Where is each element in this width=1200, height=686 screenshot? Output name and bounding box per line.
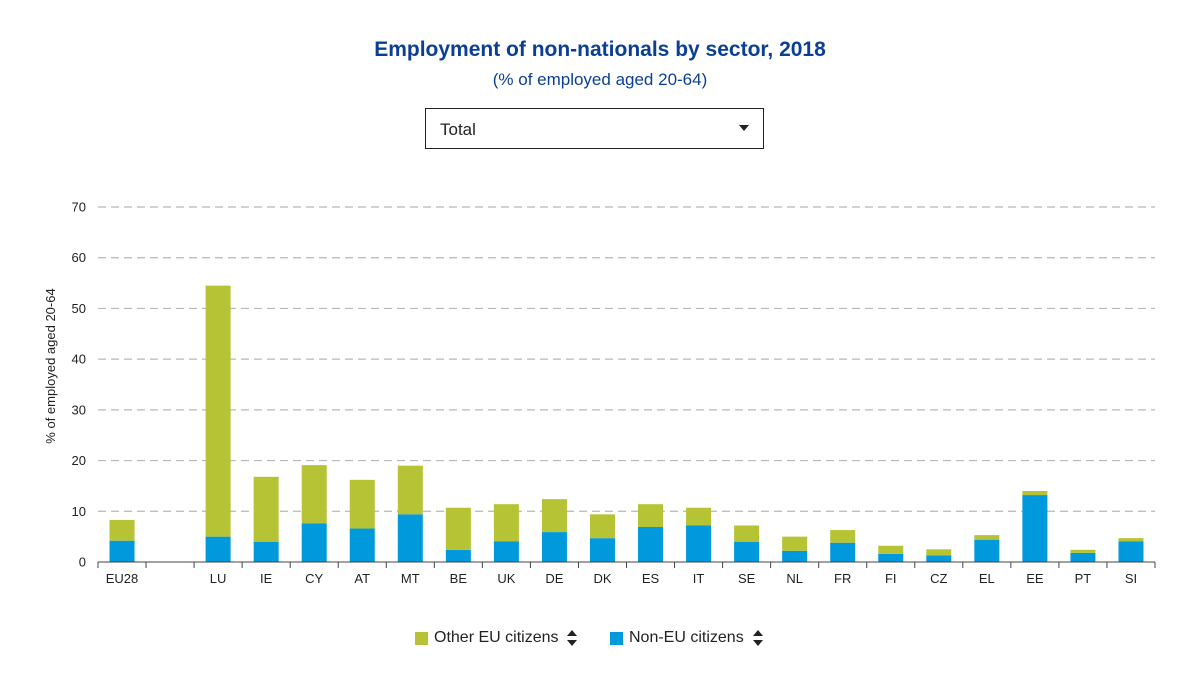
- legend-item-non-eu[interactable]: Non-EU citizens: [610, 626, 764, 650]
- bar-segment[interactable]: [878, 545, 904, 554]
- x-axis: EU28 LU IE CY AT MT BE UK DE DK ES IT SE NL FR FI CZ EL EE…: [97, 561, 1156, 586]
- sector-select-value: Total: [440, 120, 476, 139]
- bar-segment[interactable]: [686, 525, 712, 562]
- x-tick-label: CY: [305, 571, 323, 586]
- y-tick-label: 30: [72, 402, 86, 417]
- bar-segment[interactable]: [541, 532, 567, 562]
- bar-segment[interactable]: [782, 536, 808, 551]
- legend-swatch-non-eu: [610, 631, 623, 645]
- bar-segment[interactable]: [205, 285, 231, 537]
- x-tick-label: SI: [1125, 571, 1137, 586]
- stacked-bar-chart: 0 10 20 30 40 50 60 70 % of employed aged 20-64…: [43, 200, 1156, 586]
- x-tick-label: IT: [693, 571, 705, 586]
- gridlines: [98, 206, 1155, 512]
- bar-segment[interactable]: [1118, 541, 1144, 562]
- x-tick-label: SE: [738, 571, 756, 586]
- sector-select[interactable]: Total: [425, 108, 764, 149]
- legend: Other EU citizens Non-EU citizens: [0, 626, 1200, 650]
- bar-segment[interactable]: [878, 553, 904, 562]
- bar-segment[interactable]: [782, 550, 808, 562]
- bar-segment[interactable]: [830, 530, 856, 543]
- bar-segment[interactable]: [589, 514, 615, 539]
- x-tick-label: CZ: [930, 571, 947, 586]
- bar-segment[interactable]: [589, 538, 615, 562]
- bar-segment[interactable]: [301, 523, 327, 562]
- x-tick-label: NL: [786, 571, 803, 586]
- x-tick-label: IE: [260, 571, 273, 586]
- bar-segment[interactable]: [445, 549, 471, 562]
- y-tick-label: 40: [72, 352, 86, 367]
- bar-segment[interactable]: [541, 499, 567, 533]
- bar-segment[interactable]: [1118, 538, 1144, 542]
- x-tick-label: UK: [497, 571, 515, 586]
- bar-segment[interactable]: [974, 539, 1000, 562]
- x-tick-label: MT: [401, 571, 420, 586]
- bar-segment[interactable]: [349, 528, 375, 562]
- y-axis: 0 10 20 30 40 50 60 70: [72, 200, 86, 570]
- x-tick-label: EL: [979, 571, 995, 586]
- x-tick-label: BE: [450, 571, 468, 586]
- chart-subtitle: (% of employed aged 20-64): [492, 70, 708, 89]
- bar-segment[interactable]: [734, 541, 760, 562]
- legend-item-other-eu[interactable]: Other EU citizens: [415, 626, 578, 650]
- bar-segment[interactable]: [686, 507, 712, 526]
- bar-segment[interactable]: [205, 536, 231, 562]
- bar-segment[interactable]: [734, 525, 760, 542]
- bar-segment[interactable]: [397, 514, 423, 562]
- x-tick-label: ES: [642, 571, 660, 586]
- bar-segment[interactable]: [301, 465, 327, 524]
- legend-label-non-eu: Non-EU citizens: [629, 629, 744, 646]
- legend-swatch-other-eu: [415, 631, 428, 645]
- bar-segment[interactable]: [638, 527, 664, 562]
- x-tick-label: LU: [210, 571, 227, 586]
- bar-segment[interactable]: [638, 504, 664, 528]
- x-tick-label: FR: [834, 571, 851, 586]
- legend-label-other-eu: Other EU citizens: [434, 629, 559, 646]
- bar-segment[interactable]: [1022, 491, 1048, 496]
- x-tick-label: AT: [354, 571, 370, 586]
- y-tick-label: 70: [72, 200, 86, 215]
- bar-segment[interactable]: [1070, 549, 1096, 553]
- bars: [109, 285, 1144, 562]
- bar-segment[interactable]: [926, 555, 952, 562]
- bar-segment[interactable]: [445, 507, 471, 550]
- bar-segment[interactable]: [397, 465, 423, 515]
- y-tick-label: 50: [72, 301, 86, 316]
- y-tick-label: 10: [72, 504, 86, 519]
- y-tick-label: 20: [72, 453, 86, 468]
- chart-title: Employment of non-nationals by sector, 2…: [374, 38, 826, 61]
- bar-segment[interactable]: [349, 479, 375, 529]
- bar-segment[interactable]: [109, 540, 135, 562]
- bar-segment[interactable]: [253, 476, 279, 542]
- sort-icon[interactable]: [752, 628, 764, 648]
- bar-segment[interactable]: [109, 519, 135, 541]
- bar-segment[interactable]: [253, 541, 279, 562]
- x-tick-label: DK: [593, 571, 611, 586]
- bar-segment[interactable]: [974, 535, 1000, 540]
- y-tick-label: 60: [72, 250, 86, 265]
- x-tick-label: FI: [885, 571, 897, 586]
- sort-icon[interactable]: [566, 628, 578, 648]
- x-tick-label: PT: [1075, 571, 1092, 586]
- caret-down-icon: [739, 125, 749, 131]
- bar-segment[interactable]: [1022, 495, 1048, 562]
- x-tick-label: EU28: [106, 571, 139, 586]
- x-tick-label: EE: [1026, 571, 1044, 586]
- bar-segment[interactable]: [830, 542, 856, 562]
- bar-segment[interactable]: [1070, 552, 1096, 562]
- y-tick-label: 0: [79, 555, 86, 570]
- bar-segment[interactable]: [493, 541, 519, 562]
- y-axis-label: % of employed aged 20-64: [43, 288, 58, 443]
- x-tick-label: DE: [545, 571, 563, 586]
- bar-segment[interactable]: [493, 504, 519, 542]
- bar-segment[interactable]: [926, 549, 952, 556]
